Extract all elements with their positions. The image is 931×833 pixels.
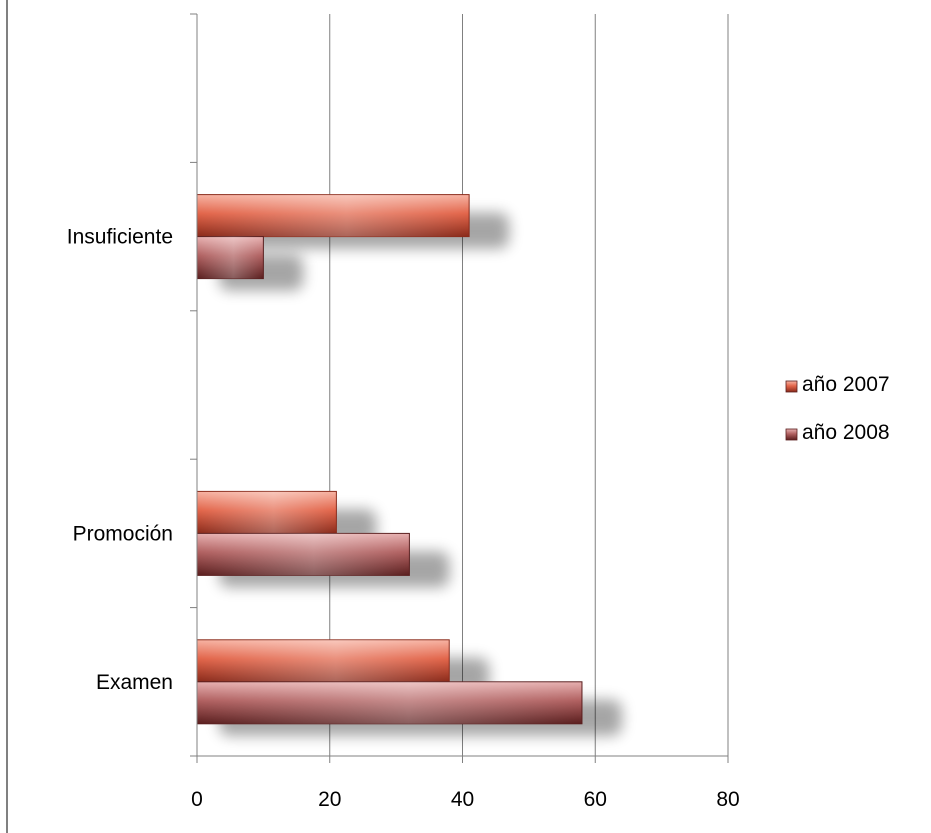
bar-highlight: [197, 236, 264, 279]
gridlines: [329, 14, 729, 756]
axes: [190, 13, 729, 763]
legend-label: año 2008: [802, 421, 890, 444]
legend-label: año 2007: [802, 373, 890, 396]
bar-highlight: [197, 681, 582, 724]
x-tick-label: 60: [584, 788, 607, 811]
axis-labels: 0 20 40 60 80 Examen Promoción Insuficiente: [67, 226, 740, 811]
y-tick-label: Insuficiente: [67, 226, 173, 249]
bar-highlight: [197, 194, 470, 237]
bar-highlight: [197, 533, 410, 576]
x-tick-label: 20: [318, 788, 341, 811]
legend-swatch: [785, 380, 798, 393]
y-tick-label: Examen: [96, 671, 173, 694]
bar-highlight: [197, 639, 450, 682]
bars: [196, 194, 583, 725]
legend: año 2007 año 2008: [785, 373, 890, 444]
bar-highlight: [197, 491, 337, 534]
y-tick-label: Promoción: [73, 522, 173, 545]
legend-swatch: [785, 428, 798, 441]
x-tick-label: 80: [716, 788, 739, 811]
x-tick-label: 0: [191, 788, 203, 811]
x-tick-label: 40: [451, 788, 474, 811]
